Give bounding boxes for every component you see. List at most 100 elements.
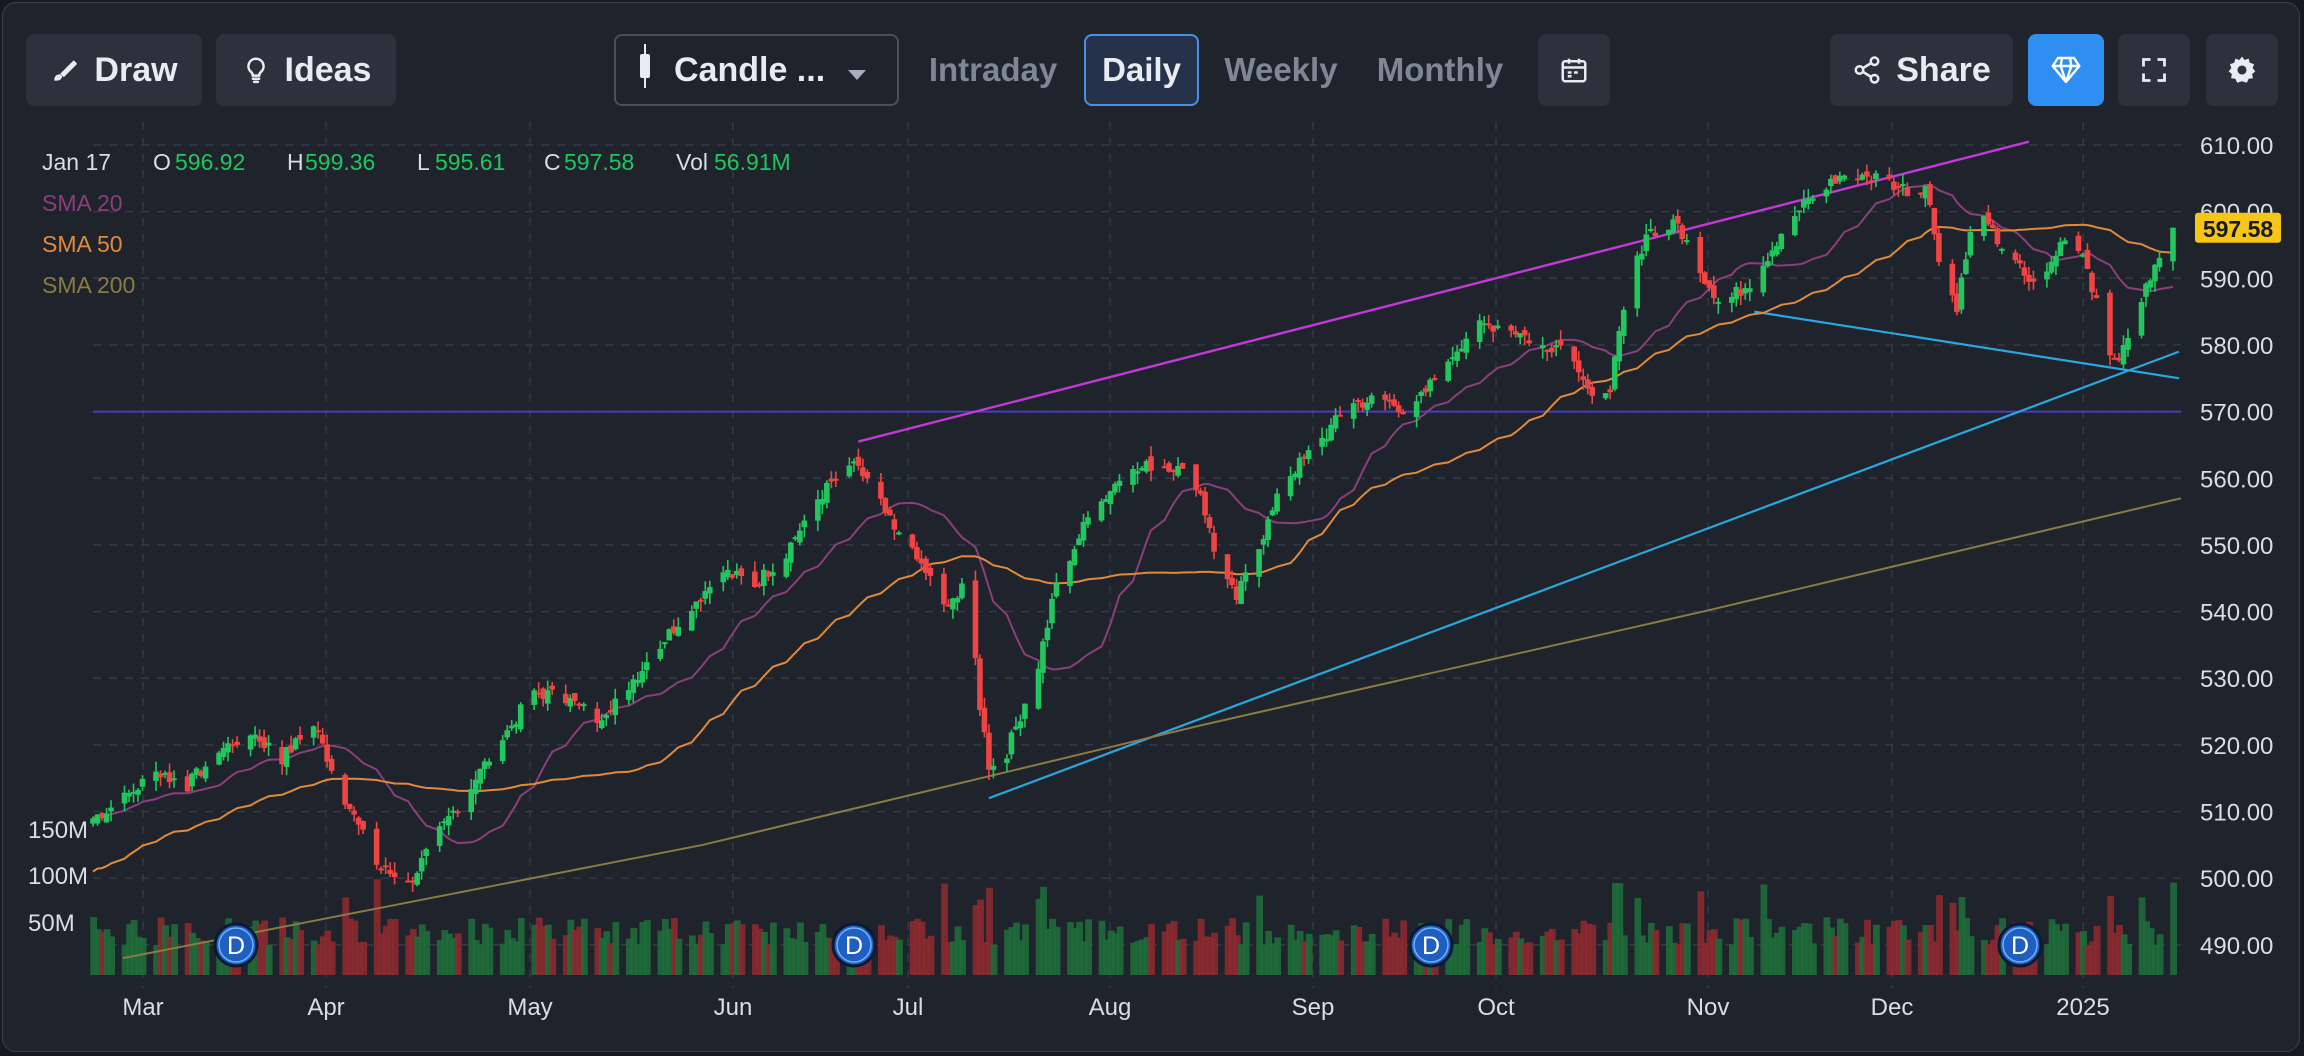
candle-body [1638, 253, 1645, 260]
candle-body [1841, 175, 1848, 180]
candle-body [2026, 274, 2032, 282]
x-tick-label: May [507, 994, 552, 1021]
candle-body [1017, 721, 1024, 729]
volume-bar [477, 944, 485, 975]
volume-bar [670, 918, 678, 975]
dividend-ring [1413, 927, 1449, 963]
volume-bar [625, 938, 633, 975]
volume-bar [1652, 929, 1660, 975]
volume-bar [576, 926, 584, 975]
chart-type-select[interactable]: Candle ... [614, 34, 899, 106]
tab-daily[interactable]: Daily [1084, 34, 1199, 106]
legend-vol-label: Vol [676, 149, 708, 175]
candle-body [1810, 198, 1816, 201]
ideas-button[interactable]: Ideas [216, 34, 396, 106]
volume-bar [1769, 937, 1777, 975]
legend-low: 595.61 [435, 149, 505, 175]
candle-body [1855, 178, 1861, 181]
candle-body [1544, 349, 1550, 352]
volume-bar [1634, 897, 1642, 975]
candle-body [1512, 331, 1519, 335]
tab-weekly[interactable]: Weekly [1224, 51, 1338, 88]
volume-bar [594, 928, 602, 975]
candle-body [1260, 539, 1267, 545]
volume-bar [1148, 924, 1156, 975]
volume-bar [643, 920, 651, 975]
volume-bar [927, 935, 935, 975]
volume-bar [1949, 902, 1957, 975]
tab-monthly[interactable]: Monthly [1376, 51, 1504, 88]
candle-body [1697, 237, 1704, 274]
candle-body [171, 778, 177, 781]
volume-bar [1557, 939, 1565, 975]
volume-bar [1873, 924, 1880, 975]
premium-button[interactable] [2028, 34, 2104, 106]
volume-bar [661, 919, 669, 975]
volume-bar [770, 922, 777, 975]
gear-icon [2226, 54, 2258, 86]
candle-body [1607, 389, 1614, 393]
volume-bar [981, 942, 989, 975]
draw-button[interactable]: Draw [26, 34, 202, 106]
volume-bar [1620, 935, 1628, 975]
calendar-button[interactable] [1538, 34, 1610, 106]
candle-body [1589, 386, 1596, 396]
volume-bar [1936, 895, 1943, 975]
volume-bar [1643, 942, 1651, 975]
candle-body [1823, 189, 1830, 197]
volume-bar [1332, 930, 1340, 975]
candle-body [702, 590, 709, 599]
candle-body [382, 865, 389, 868]
volume-bar [815, 932, 822, 975]
candle-body [2156, 257, 2163, 268]
candle-body [288, 745, 294, 753]
candle-body [887, 509, 893, 516]
volume-bar [1710, 929, 1718, 975]
candle-body [819, 499, 826, 505]
volume-bar [481, 923, 489, 975]
volume-bar [297, 930, 305, 975]
candle-body [508, 725, 515, 729]
volume-bar [1981, 939, 1988, 975]
volume-bar [472, 940, 480, 975]
volume-bar [499, 943, 507, 975]
volume-bar [1832, 936, 1840, 975]
volume-bar [634, 944, 642, 975]
volume-bar [1602, 940, 1610, 975]
y-tick-label: 610.00 [2200, 133, 2273, 160]
volume-bar [1305, 933, 1313, 975]
volume-bar [409, 929, 417, 975]
candle-body [373, 828, 380, 865]
volume-bar [1742, 918, 1750, 975]
candle-body [990, 765, 997, 770]
tab-intraday[interactable]: Intraday [928, 51, 1058, 88]
volume-bar [1476, 941, 1484, 975]
ideas-label: Ideas [284, 50, 372, 89]
volume-bar [959, 939, 966, 975]
candle-body [918, 558, 925, 564]
candle-body [1765, 261, 1771, 267]
volume-bar [1256, 895, 1264, 975]
dividend-label: D [2011, 932, 2029, 960]
dividend-ring [2002, 927, 2038, 963]
candlestick-icon [638, 43, 652, 97]
share-button[interactable]: Share [1830, 34, 2013, 106]
candle-body [981, 707, 988, 733]
volume-bar [878, 925, 885, 975]
fullscreen-button[interactable] [2118, 34, 2190, 106]
volume-bar [2084, 944, 2092, 975]
falling-trend-line [1754, 310, 2180, 380]
candle-body [414, 872, 420, 885]
candle-body [824, 482, 830, 503]
volume-bar [292, 921, 300, 975]
candle-body [1427, 379, 1433, 392]
volume-bar [324, 930, 332, 975]
candle-body [1481, 323, 1487, 326]
last-price-label: 597.58 [2203, 216, 2274, 242]
candle-body [954, 598, 961, 603]
candle-body [1328, 424, 1334, 441]
candle-body [1936, 233, 1942, 262]
settings-button[interactable] [2206, 34, 2278, 106]
